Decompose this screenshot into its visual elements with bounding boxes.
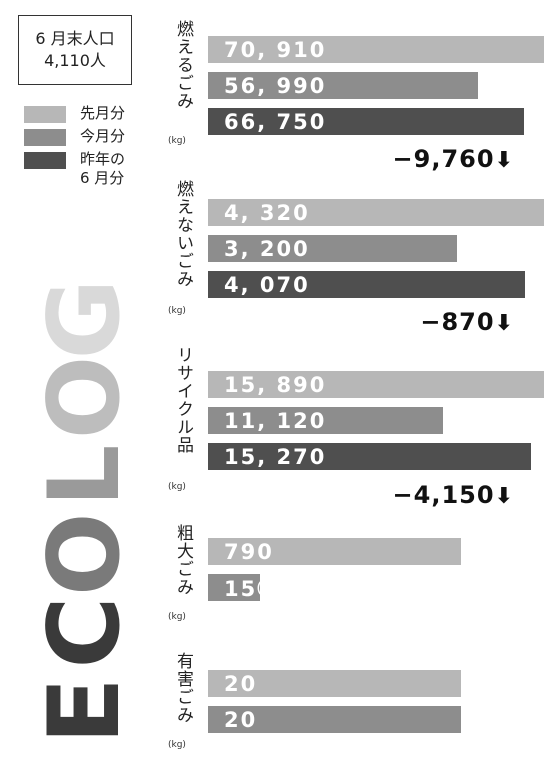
bar: 20	[208, 706, 461, 733]
legend-swatch-this-month	[24, 129, 66, 146]
bar: 70, 910	[208, 36, 544, 63]
bar-value: 15, 890	[224, 372, 327, 397]
difference-number: −9,760	[392, 145, 495, 173]
unit-label: (kg)	[168, 136, 186, 146]
watermark-letter: G	[35, 280, 130, 359]
population-title: 6 月末人口	[35, 29, 115, 48]
unit-label: (kg)	[168, 482, 186, 492]
difference-value: −4,150⬇	[393, 481, 514, 509]
bar-value: 15, 270	[224, 444, 327, 469]
unit-label: (kg)	[168, 612, 186, 622]
bar: 15⓪	[208, 574, 278, 601]
bar-value: 70, 910	[224, 37, 327, 62]
bar: 4, 320	[208, 199, 544, 226]
legend-swatch-last-year	[24, 152, 66, 169]
population-box: 6 月末人口 4,110人	[18, 15, 132, 85]
category-label: 燃えるごみ	[173, 20, 193, 110]
bar: 66, 750	[208, 108, 524, 135]
down-arrow-icon: ⬇	[494, 311, 514, 336]
unit-label: (kg)	[168, 306, 186, 316]
legend-swatch-last-month	[24, 106, 66, 123]
bar: 11, 120	[208, 407, 443, 434]
bar-value: 20	[224, 671, 258, 696]
watermark-letter: C	[35, 597, 130, 669]
bar: 56, 990	[208, 72, 478, 99]
legend-label-last-year: 昨年の 6 月分	[80, 150, 126, 187]
bar-value: 56, 990	[224, 73, 327, 98]
bar-value: 15⓪	[224, 576, 281, 601]
bar-value: 4, 070	[224, 272, 310, 297]
bar-value: 20	[224, 707, 258, 732]
population-value: 4,110人	[44, 51, 106, 70]
difference-value: −9,760⬇	[393, 145, 514, 173]
watermark-letter: L	[35, 445, 130, 507]
difference-number: −870	[420, 308, 495, 336]
unit-label: (kg)	[168, 740, 186, 750]
category-label: 燃えないごみ	[173, 180, 193, 288]
down-arrow-icon: ⬇	[494, 148, 514, 173]
bar: 15, 890	[208, 371, 544, 398]
legend-label-last-month: 先月分	[80, 104, 126, 122]
ecolog-watermark: ECOLOG	[35, 280, 130, 744]
bar-value: 3, 200	[224, 236, 310, 261]
category-label: 粗大ごみ	[173, 524, 193, 596]
bar: 790	[208, 538, 461, 565]
bar-value: 11, 120	[224, 408, 327, 433]
bar-value: 4, 320	[224, 200, 310, 225]
bar: 4, 070	[208, 271, 525, 298]
legend-label-this-month: 今月分	[80, 127, 126, 145]
down-arrow-icon: ⬇	[494, 484, 514, 509]
bar: 15, 270	[208, 443, 531, 470]
category-label: 有害ごみ	[173, 652, 193, 724]
bar-value: 66, 750	[224, 109, 327, 134]
watermark-letter: E	[35, 677, 130, 744]
watermark-letter: O	[35, 356, 130, 439]
category-label: リサイクル品	[173, 346, 193, 454]
bar: 3, 200	[208, 235, 457, 262]
bar-value: 790	[224, 539, 274, 564]
watermark-letter: O	[35, 513, 130, 596]
bar: 20	[208, 670, 461, 697]
difference-value: −870⬇	[420, 308, 514, 336]
difference-number: −4,150	[392, 481, 495, 509]
